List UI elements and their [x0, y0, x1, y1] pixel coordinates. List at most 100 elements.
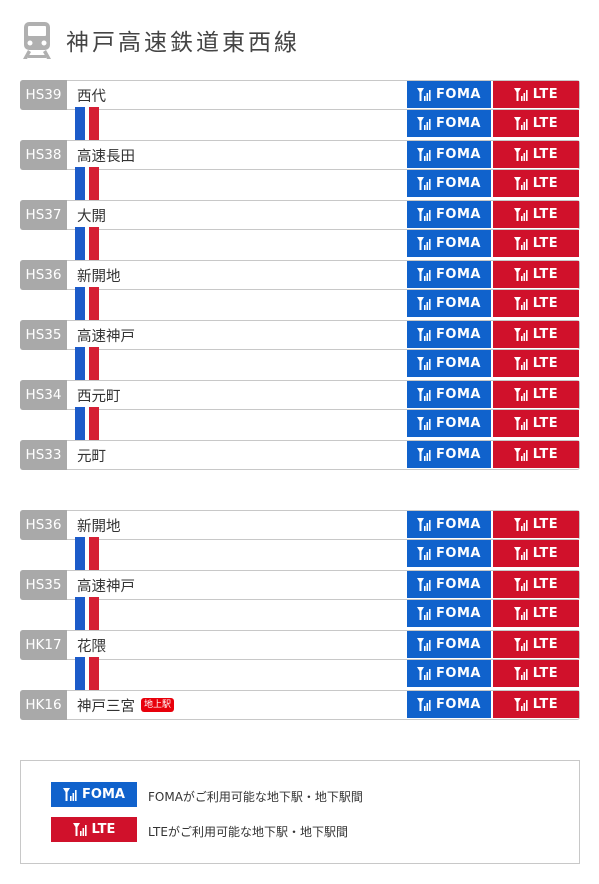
signal-icon — [513, 417, 528, 430]
station-code: HS35 — [20, 570, 67, 600]
lte-label: LTE — [532, 236, 559, 251]
foma-badge: FOMA — [407, 290, 491, 317]
foma-label: FOMA — [436, 637, 481, 652]
foma-label: FOMA — [436, 296, 481, 311]
line-indicator — [75, 657, 103, 693]
station-row: HS39 西代 FOMA LTE — [20, 80, 580, 110]
foma-label: FOMA — [436, 267, 481, 282]
lte-label: LTE — [532, 606, 559, 621]
foma-label: FOMA — [436, 416, 481, 431]
foma-badge: FOMA — [407, 110, 491, 137]
foma-badge: FOMA — [407, 381, 491, 408]
lte-label: LTE — [532, 577, 559, 592]
station-code: HS37 — [20, 200, 67, 230]
foma-badge: FOMA — [407, 441, 491, 468]
foma-label: FOMA — [436, 546, 481, 561]
foma-badge: FOMA — [407, 540, 491, 567]
signal-icon — [513, 578, 528, 591]
foma-badge: FOMA — [407, 571, 491, 598]
signal-icon — [513, 448, 528, 461]
legend-lte-label: LTE — [91, 822, 116, 837]
signal-icon — [513, 148, 528, 161]
lte-badge: LTE — [493, 110, 579, 137]
between-station-row: FOMA LTE — [20, 347, 580, 383]
signal-icon — [513, 208, 528, 221]
station-code: HK17 — [20, 630, 67, 660]
signal-icon — [417, 667, 431, 680]
station-name-cell: 新開地 — [77, 261, 121, 289]
lte-badge: LTE — [493, 410, 579, 437]
station-name: 西代 — [77, 88, 106, 105]
foma-badge: FOMA — [407, 230, 491, 257]
signal-icon — [417, 417, 431, 430]
foma-badge: FOMA — [407, 81, 491, 108]
station-name-cell: 神戸三宮 地上駅 — [77, 691, 175, 719]
foma-label: FOMA — [436, 606, 481, 621]
foma-label: FOMA — [436, 356, 481, 371]
station-name: 神戸三宮 — [77, 698, 135, 715]
signal-icon — [513, 328, 528, 341]
lte-label: LTE — [532, 447, 559, 462]
foma-label: FOMA — [436, 176, 481, 191]
signal-icon — [417, 448, 431, 461]
station-name-cell: 元町 — [77, 441, 106, 469]
signal-icon — [417, 388, 431, 401]
lte-badge: LTE — [493, 631, 579, 658]
lte-label: LTE — [532, 416, 559, 431]
surface-station-tag: 地上駅 — [141, 698, 175, 712]
station-name: 新開地 — [77, 268, 121, 285]
station-name-cell: 高速神戸 — [77, 571, 135, 599]
signal-icon — [513, 268, 528, 281]
station-code: HS38 — [20, 140, 67, 170]
foma-label: FOMA — [436, 116, 481, 131]
foma-label: FOMA — [436, 387, 481, 402]
legend: FOMA FOMAがご利用可能な地下駅・地下駅間 LTE LTEがご利用可能な地… — [20, 760, 580, 864]
line-indicator — [75, 537, 103, 573]
lte-label: LTE — [532, 697, 559, 712]
signal-icon — [513, 237, 528, 250]
foma-badge: FOMA — [407, 511, 491, 538]
station-name-cell: 新開地 — [77, 511, 121, 539]
line-indicator — [75, 347, 103, 383]
lte-badge: LTE — [493, 321, 579, 348]
station-name-cell: 西元町 — [77, 381, 121, 409]
station-row: HS33 元町 FOMA LTE — [20, 440, 580, 470]
lte-badge: LTE — [493, 201, 579, 228]
between-station-row: FOMA LTE — [20, 107, 580, 143]
lte-label: LTE — [532, 517, 559, 532]
station-name: 高速神戸 — [77, 578, 135, 595]
line-indicator — [75, 407, 103, 443]
foma-label: FOMA — [436, 517, 481, 532]
station-code: HS33 — [20, 440, 67, 470]
signal-icon — [417, 638, 431, 651]
line-indicator — [75, 227, 103, 263]
foma-badge: FOMA — [407, 201, 491, 228]
foma-label: FOMA — [436, 236, 481, 251]
legend-lte-text: LTEがご利用可能な地下駅・地下駅間 — [148, 825, 348, 839]
signal-icon — [513, 607, 528, 620]
foma-label: FOMA — [436, 666, 481, 681]
lte-badge: LTE — [493, 600, 579, 627]
station-name-cell: 高速長田 — [77, 141, 135, 169]
station-row: HS37 大開 FOMA LTE — [20, 200, 580, 230]
signal-icon — [417, 208, 431, 221]
line-indicator — [75, 167, 103, 203]
station-row: HS34 西元町 FOMA LTE — [20, 380, 580, 410]
lte-label: LTE — [532, 116, 559, 131]
station-code: HS39 — [20, 80, 67, 110]
station-code: HK16 — [20, 690, 67, 720]
legend-foma-badge: FOMA — [51, 782, 137, 807]
signal-icon — [513, 547, 528, 560]
foma-label: FOMA — [436, 87, 481, 102]
station-row: HS35 高速神戸 FOMA LTE — [20, 570, 580, 600]
foma-label: FOMA — [436, 147, 481, 162]
foma-badge: FOMA — [407, 350, 491, 377]
line-indicator — [75, 107, 103, 143]
between-station-row: FOMA LTE — [20, 287, 580, 323]
lte-label: LTE — [532, 147, 559, 162]
station-list-section-2: HS36 新開地 FOMA LTE FOMA LTE HS35 高速神戸 FOMA LTE FOMA… — [20, 510, 580, 720]
between-station-row: FOMA LTE — [20, 657, 580, 693]
signal-icon — [513, 667, 528, 680]
signal-icon — [417, 547, 431, 560]
signal-icon — [417, 237, 431, 250]
